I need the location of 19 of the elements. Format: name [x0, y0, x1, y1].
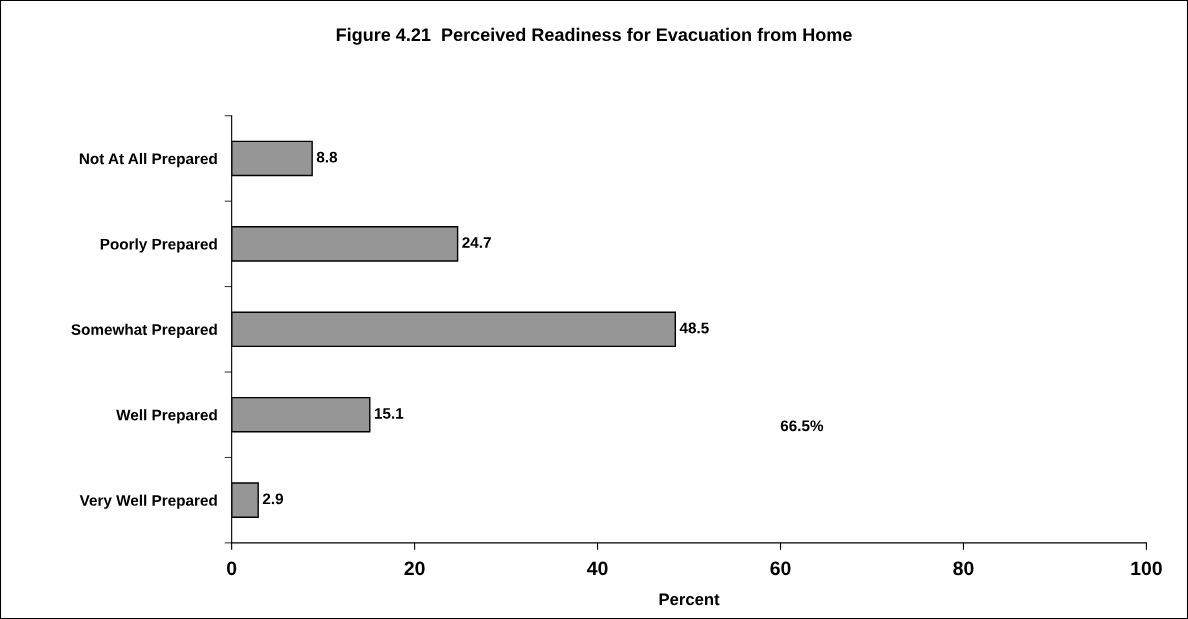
y-tick-label: Not At All Prepared [79, 152, 217, 168]
x-tick-label: 100 [1131, 561, 1162, 576]
y-tick-label: Well Prepared [116, 409, 217, 424]
y-tick-label: Very Well Prepared [79, 494, 217, 509]
y-tick-label: Poorly Prepared [100, 238, 217, 253]
data-label: 8.8 [316, 151, 338, 163]
x-tick-label: 0 [227, 561, 237, 576]
annotation: 66.5% [780, 420, 824, 432]
x-tick-label: 40 [587, 561, 608, 576]
y-tick-label: Somewhat Prepared [71, 323, 217, 339]
data-label: 48.5 [679, 322, 709, 334]
x-tick-label: 20 [404, 561, 425, 576]
data-label: 2.9 [262, 493, 284, 505]
x-tick-label: 80 [953, 561, 974, 576]
x-tick-label: 60 [770, 561, 791, 576]
data-label: 15.1 [374, 408, 404, 419]
data-label: 24.7 [462, 237, 491, 248]
x-axis-title: Percent [659, 593, 720, 606]
chart-title: Figure 4.21 Perceived Readiness for Evacuation from Home [336, 27, 852, 45]
